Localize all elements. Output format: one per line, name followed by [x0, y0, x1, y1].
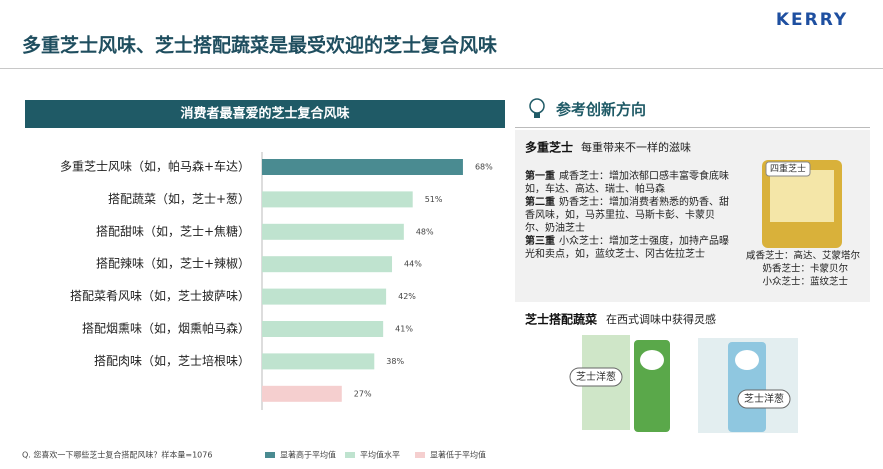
legend-label: 平均值水平 [360, 450, 400, 460]
chart-header [25, 100, 505, 128]
category-label: 搭配蔬菜（如，芝士+葱） [108, 191, 250, 206]
category-label: 搭配辣味（如，芝士+辣椒） [96, 256, 250, 271]
footnote: Q. 您喜欢一下哪些芝士复合搭配风味？样本量=1076 [22, 450, 212, 460]
product-logo [640, 350, 664, 370]
value-label: 51% [425, 195, 443, 204]
chart-title: 消费者最喜爱的芝士复合风味 [180, 106, 349, 122]
divider [0, 68, 883, 69]
bar [262, 159, 463, 175]
insight-item: 第二重 奶香芝士：增加消费者熟悉的奶香、甜香风味，如，马苏里拉、马斯卡彭、卡蒙贝尔… [525, 196, 730, 235]
bar [262, 191, 413, 208]
value-label: 41% [395, 325, 413, 334]
category-label: 搭配甜味（如，芝士+焦糖） [96, 223, 250, 238]
legend-swatch [265, 452, 275, 458]
image-tag: 芝士洋葱 [576, 370, 616, 383]
item-text: 咸香芝士：增加浓郁口感丰富零食底味如，车达、高达、瑞士、帕马森 [525, 171, 729, 195]
image-tag-box [569, 367, 623, 387]
category-label: 搭配菜肴风味（如，芝士披萨味） [70, 288, 250, 303]
insight-item: 第一重 咸香芝士：增加浓郁口感丰富零食底味如，车达、高达、瑞士、帕马森 [525, 170, 730, 196]
value-label: 68% [475, 163, 493, 172]
bulb-icon [534, 113, 540, 118]
legend-swatch [415, 452, 425, 458]
insight-item: 第三重 小众芝士：增加芝士强度，加持产品曝光和卖点，如，蓝纹芝士、冈古佐拉芝士 [525, 235, 730, 261]
insights-title: 参考创新方向 [556, 101, 646, 119]
value-label: 38% [386, 357, 404, 366]
category-label: 多重芝士风味（如，帕马森+车达） [60, 159, 250, 174]
image-tag: 四重芝士 [770, 163, 806, 175]
bar [262, 223, 404, 240]
image-tag-box [737, 389, 791, 409]
section-heading: 芝士搭配蔬菜 [525, 312, 597, 327]
item-text: 小众芝士：增加芝士强度，加持产品曝光和卖点，如，蓝纹芝士、冈古佐拉芝士 [525, 236, 729, 260]
item-text: 奶香芝士：增加消费者熟悉的奶香、甜香风味，如，马苏里拉、马斯卡彭、卡蒙贝尔、奶油… [525, 197, 729, 234]
value-label: 48% [416, 227, 434, 236]
image-note: 奶香芝士：卡蒙贝尔 [762, 263, 848, 275]
image-tag-box [765, 161, 811, 177]
value-label: 27% [354, 389, 372, 398]
logo: KERRY [776, 10, 848, 30]
bar [262, 288, 387, 305]
image-tag: 芝士洋葱 [744, 392, 784, 405]
section-subheading: 在西式调味中获得灵感 [606, 313, 716, 326]
product-label [770, 170, 834, 222]
item-label: 第二重 [525, 197, 555, 208]
legend-swatch [345, 452, 355, 458]
item-label: 第三重 [525, 236, 555, 247]
insight-items: 第一重 咸香芝士：增加浓郁口感丰富零食底味如，车达、高达、瑞士、帕马森 第二重 奶香芝… [525, 170, 730, 261]
slide-title: 多重芝士风味、芝士搭配蔬菜是最受欢迎的芝士复合风味 [22, 34, 497, 57]
product-logo [735, 350, 759, 370]
bar [262, 256, 393, 273]
value-label: 44% [404, 260, 422, 269]
value-label: 42% [398, 292, 416, 301]
legend-label: 显著高于平均值 [280, 450, 336, 460]
divider [515, 127, 870, 128]
image-note: 小众芝士：蓝纹芝士 [762, 276, 848, 288]
category-label: 搭配烟熏味（如，烟熏帕马森） [82, 321, 250, 336]
legend-label: 显著低于平均值 [430, 450, 486, 460]
bar [262, 353, 375, 370]
section-subheading: 每重带来不一样的滋味 [581, 140, 691, 154]
item-label: 第一重 [525, 171, 555, 182]
bar [262, 385, 342, 402]
bar [262, 321, 384, 337]
section-heading: 多重芝士 [525, 140, 573, 155]
category-label: 搭配肉味（如，芝士培根味） [94, 353, 250, 368]
image-note: 咸香芝士：高达、艾蒙塔尔 [746, 250, 861, 262]
bulb-icon [529, 98, 545, 114]
